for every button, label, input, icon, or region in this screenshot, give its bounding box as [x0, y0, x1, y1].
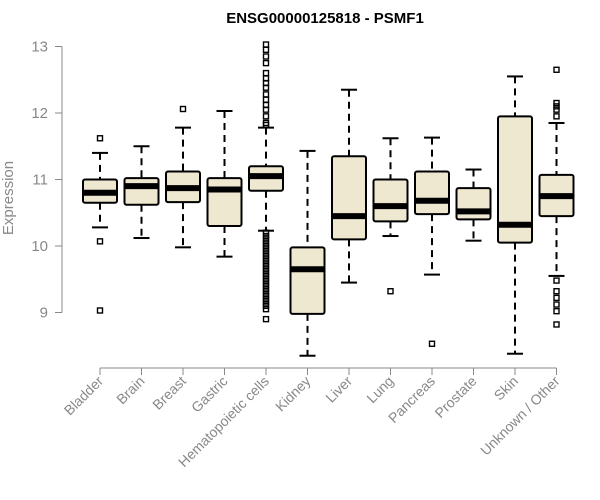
outlier-point [262, 266, 270, 273]
outlier-point [553, 103, 560, 110]
outlier-point [262, 302, 270, 310]
outlier-point [262, 252, 270, 260]
chart-title: ENSG00000125818 - PSMF1 [226, 10, 424, 27]
outlier-point [262, 296, 270, 303]
outlier-point [262, 256, 270, 263]
outlier-point [96, 307, 104, 314]
x-tick-label: Kidney [272, 373, 314, 415]
outlier-point [262, 315, 270, 323]
box-iqr [289, 246, 326, 315]
outlier-point [262, 106, 270, 113]
box-iqr [123, 177, 160, 206]
box-unknown-other [538, 66, 575, 328]
outlier-point [262, 96, 270, 103]
x-tick-label: Bladder [61, 373, 107, 419]
outlier-point [262, 229, 270, 236]
box-prostate [455, 168, 492, 242]
outlier-point [262, 249, 270, 256]
box-gastric [206, 110, 243, 258]
outlier-point [262, 53, 270, 60]
outlier-point [553, 99, 560, 107]
box-lung [372, 137, 409, 295]
outlier-point [96, 238, 104, 245]
y-axis-label: Expression [0, 161, 17, 235]
y-tick-label: 10 [31, 238, 48, 255]
box-iqr [414, 170, 450, 216]
outlier-point [262, 305, 270, 313]
box-iqr [331, 155, 367, 241]
outlier-point [262, 69, 270, 77]
box-liver [331, 88, 367, 284]
outlier-point [262, 59, 270, 67]
outlier-point [553, 307, 560, 315]
y-tick-label: 9 [40, 305, 48, 322]
x-tick-label: Liver [322, 373, 355, 406]
x-tick-label: Prostate [431, 373, 479, 421]
plot-area [82, 41, 575, 357]
outlier-point [428, 340, 436, 347]
x-tick-label: Unknown / Other [477, 373, 563, 459]
box-iqr [497, 115, 533, 244]
outlier-point [553, 277, 560, 284]
outlier-point [262, 262, 270, 270]
box-hematopoietic-cells [248, 41, 284, 323]
x-tick-label: Breast [149, 373, 189, 413]
outlier-point [262, 272, 270, 280]
outlier-point [262, 289, 270, 296]
outlier-point [262, 286, 270, 293]
outlier-point [387, 288, 394, 295]
outlier-point [262, 292, 270, 300]
outlier-point [96, 135, 104, 142]
outlier-point [553, 301, 560, 308]
outlier-point [179, 105, 187, 113]
outlier-point [262, 282, 270, 290]
outlier-point [553, 66, 560, 73]
box-skin [497, 75, 533, 355]
x-tick-label: Brain [113, 373, 147, 407]
outlier-point [262, 113, 270, 120]
outlier-point [553, 294, 560, 302]
x-tick-label: Lung [363, 373, 396, 406]
box-brain [123, 145, 160, 240]
box-kidney [289, 149, 326, 357]
outlier-point [262, 246, 270, 253]
box-pancreas [414, 136, 450, 347]
outlier-point [262, 242, 270, 250]
outlier-point [262, 276, 270, 283]
outlier-point [553, 106, 560, 113]
x-tick-label: Skin [491, 373, 522, 404]
box-iqr [372, 178, 409, 223]
y-axis: 9 10 11 12 13 [31, 39, 63, 322]
outlier-point [262, 269, 270, 276]
outlier-point [262, 41, 270, 48]
outlier-point [262, 259, 270, 266]
outlier-point [262, 279, 270, 286]
outlier-point [262, 236, 270, 243]
box-bladder [82, 135, 118, 314]
outlier-point [553, 113, 560, 120]
y-tick-label: 13 [31, 39, 48, 56]
box-iqr [455, 187, 492, 221]
outlier-point [553, 288, 560, 295]
y-tick-label: 12 [31, 105, 48, 122]
outlier-point [262, 121, 270, 129]
outlier-point [262, 91, 270, 98]
outlier-point [262, 46, 270, 54]
outlier-point [262, 239, 270, 246]
outlier-point [553, 321, 560, 328]
outlier-point [262, 84, 270, 91]
outlier-point [262, 232, 270, 240]
box-iqr [206, 177, 243, 228]
box-breast [165, 105, 201, 249]
y-tick-label: 11 [32, 172, 48, 189]
outlier-point [262, 299, 270, 306]
